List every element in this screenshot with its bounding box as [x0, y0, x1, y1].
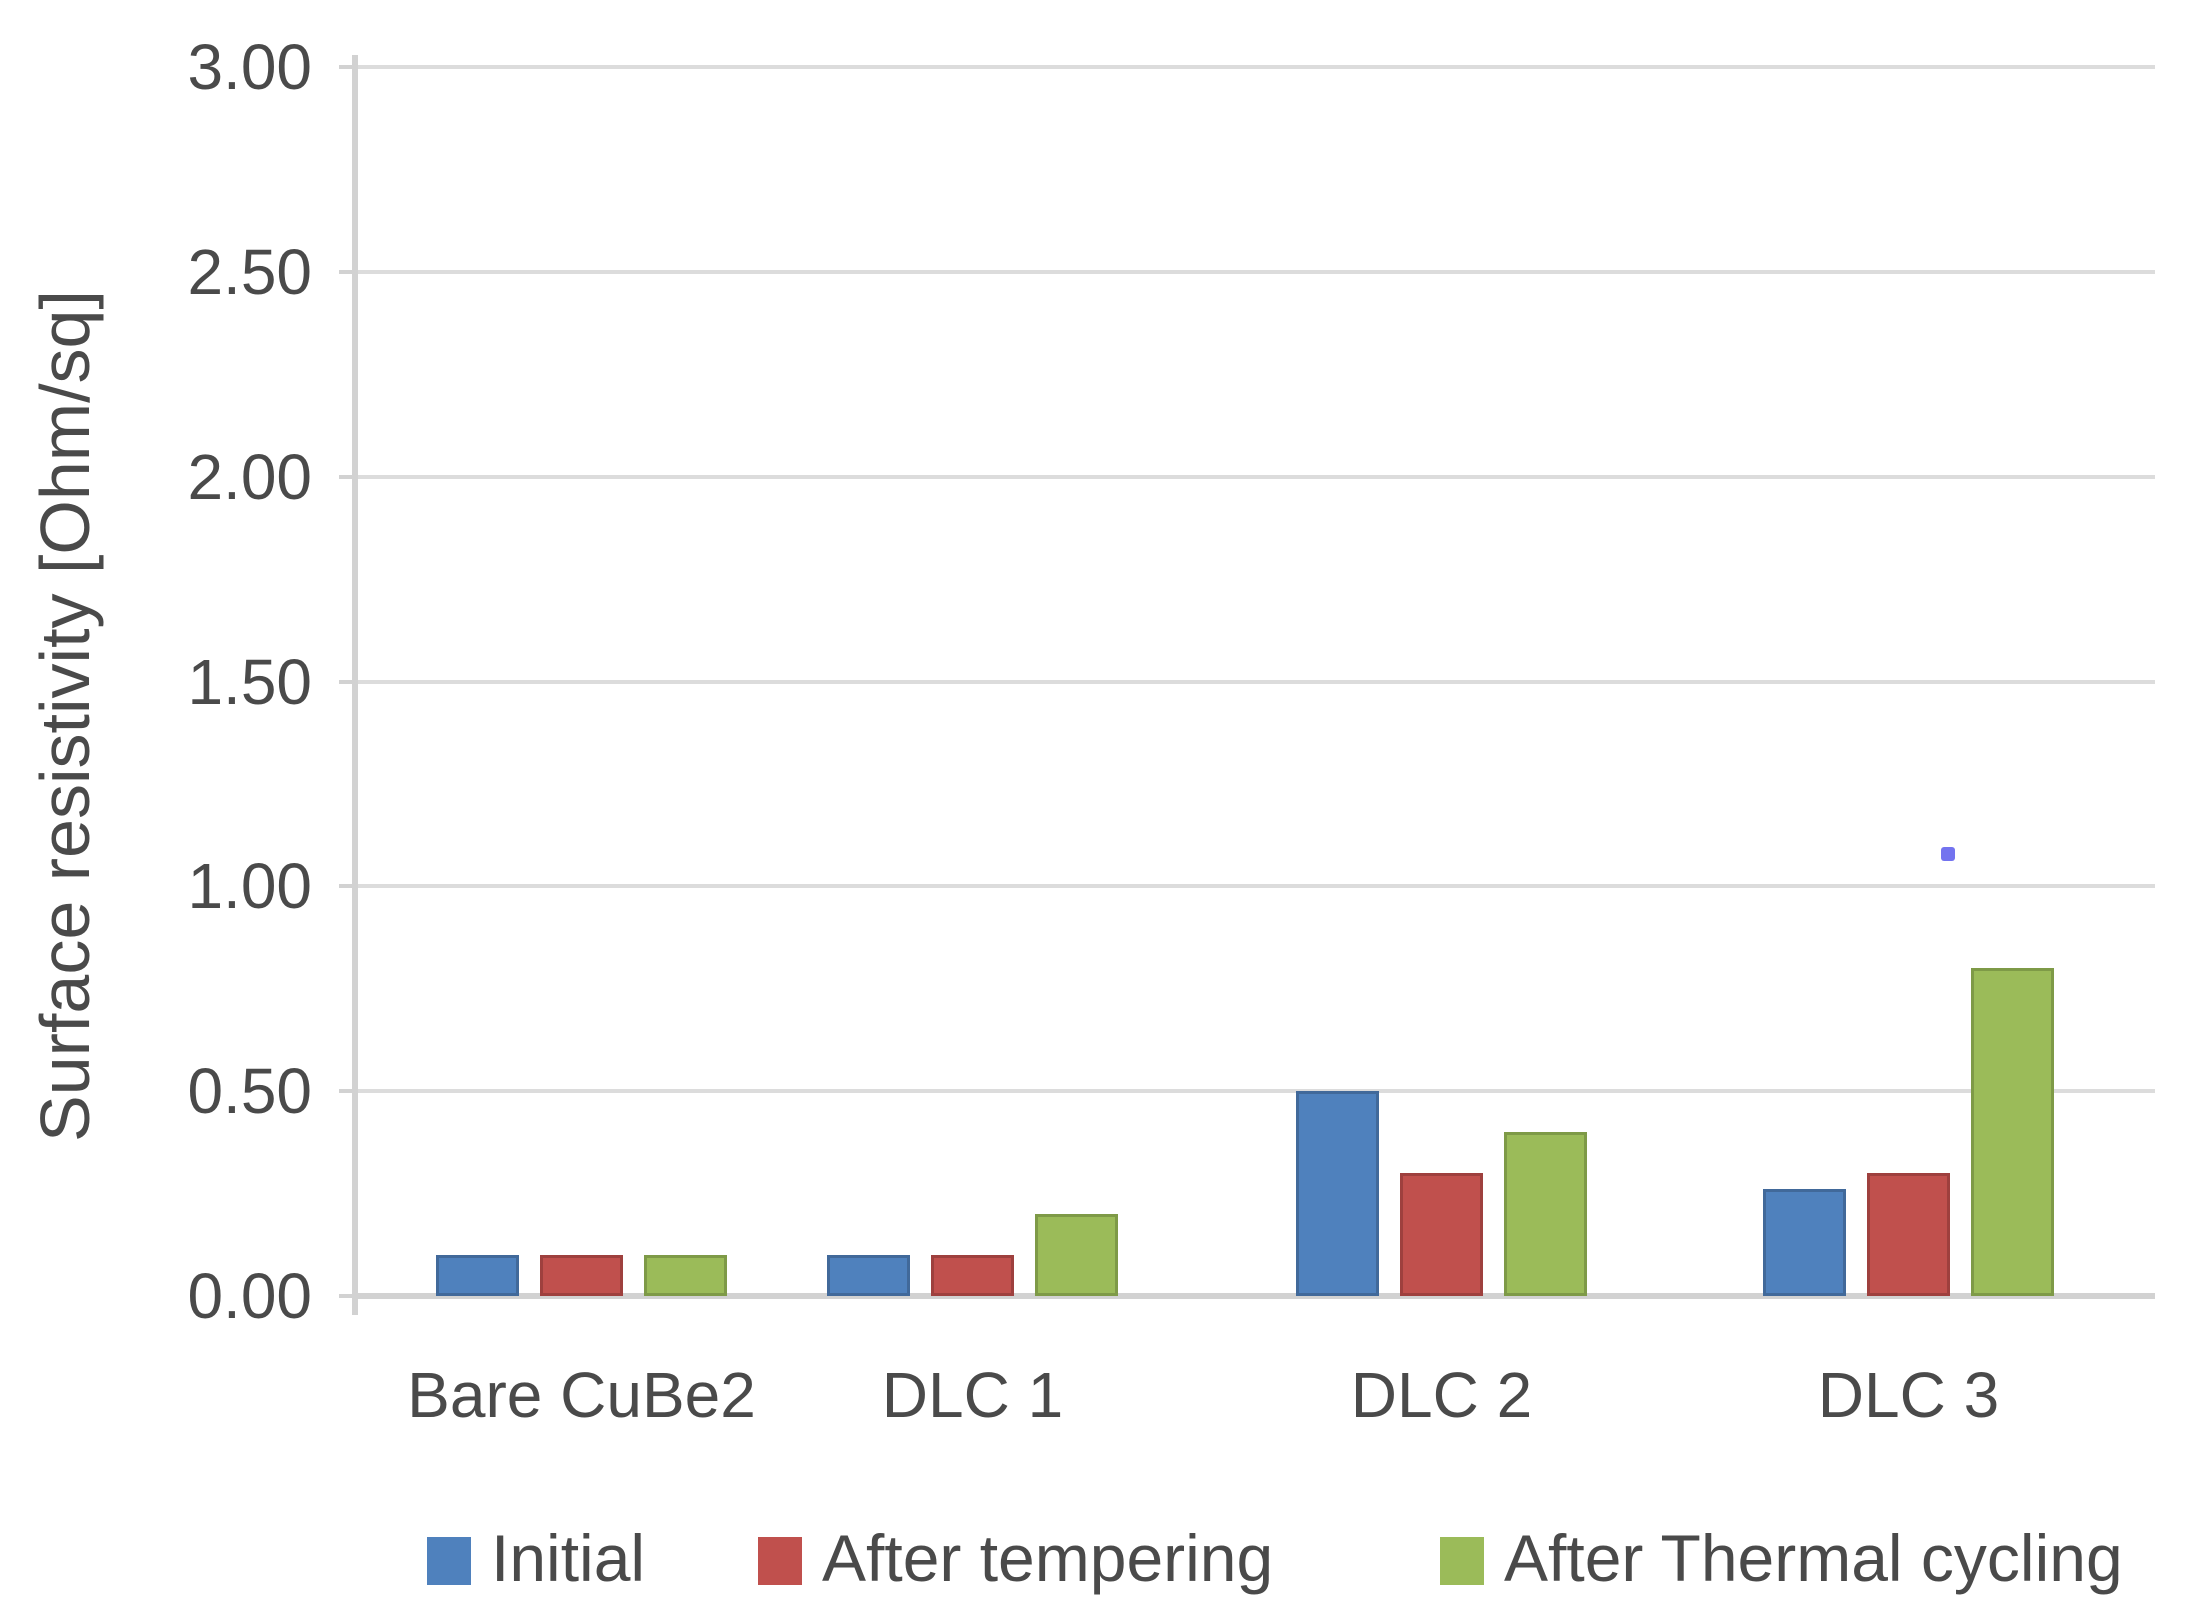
bar-initial-dlc-3 — [1763, 1189, 1846, 1296]
y-axis-tick — [339, 1089, 355, 1094]
y-tick-label: 0.50 — [187, 1055, 312, 1128]
gridline — [355, 884, 2155, 889]
bar-after-thermal-cycling-dlc-1 — [1035, 1214, 1118, 1296]
gridline — [355, 474, 2155, 479]
category-label-dlc-1: DLC 1 — [881, 1359, 1064, 1431]
x-axis-line — [355, 1293, 2155, 1299]
gridline — [355, 1089, 2155, 1094]
bar-initial-bare-cube2 — [436, 1255, 519, 1296]
bar-after-tempering-dlc-1 — [931, 1255, 1014, 1296]
y-tick-label: 2.50 — [187, 235, 312, 308]
legend-swatch-initial — [427, 1537, 471, 1585]
y-tick-label: 1.50 — [187, 645, 312, 718]
legend-swatch-after-thermal-cycling — [1440, 1537, 1484, 1585]
y-axis-tick — [339, 269, 355, 274]
y-axis-tick — [339, 884, 355, 889]
gridline — [355, 65, 2155, 69]
bar-after-thermal-cycling-bare-cube2 — [644, 1255, 727, 1296]
category-label-dlc-2: DLC 2 — [1350, 1359, 1533, 1431]
gridline — [355, 679, 2155, 684]
bar-after-thermal-cycling-dlc-2 — [1504, 1132, 1587, 1296]
y-tick-label: 2.00 — [187, 440, 312, 513]
bar-after-thermal-cycling-dlc-3 — [1971, 968, 2054, 1296]
gridline — [355, 269, 2155, 274]
bar-after-tempering-bare-cube2 — [540, 1255, 623, 1296]
y-axis-line — [352, 55, 358, 1315]
bar-initial-dlc-1 — [827, 1255, 910, 1296]
bar-after-tempering-dlc-3 — [1867, 1173, 1950, 1296]
category-label-bare-cube2: Bare CuBe2 — [407, 1359, 756, 1431]
y-tick-label: 0.00 — [187, 1260, 312, 1332]
y-axis-tick — [339, 1294, 355, 1298]
y-axis-tick — [339, 65, 355, 69]
legend-label-initial: Initial — [491, 1521, 646, 1595]
y-tick-label: 1.00 — [187, 850, 312, 923]
y-axis-tick — [339, 474, 355, 479]
legend-label-after-thermal-cycling: After Thermal cycling — [1504, 1521, 2123, 1595]
y-axis-tick — [339, 679, 355, 684]
bar-after-tempering-dlc-2 — [1400, 1173, 1483, 1296]
stray-dot-artifact — [1941, 847, 1955, 861]
legend-swatch-after-tempering — [758, 1537, 802, 1585]
legend-label-after-tempering: After tempering — [822, 1521, 1274, 1595]
category-label-dlc-3: DLC 3 — [1817, 1359, 2000, 1431]
bar-initial-dlc-2 — [1296, 1091, 1379, 1296]
y-tick-label: 3.00 — [187, 31, 312, 103]
